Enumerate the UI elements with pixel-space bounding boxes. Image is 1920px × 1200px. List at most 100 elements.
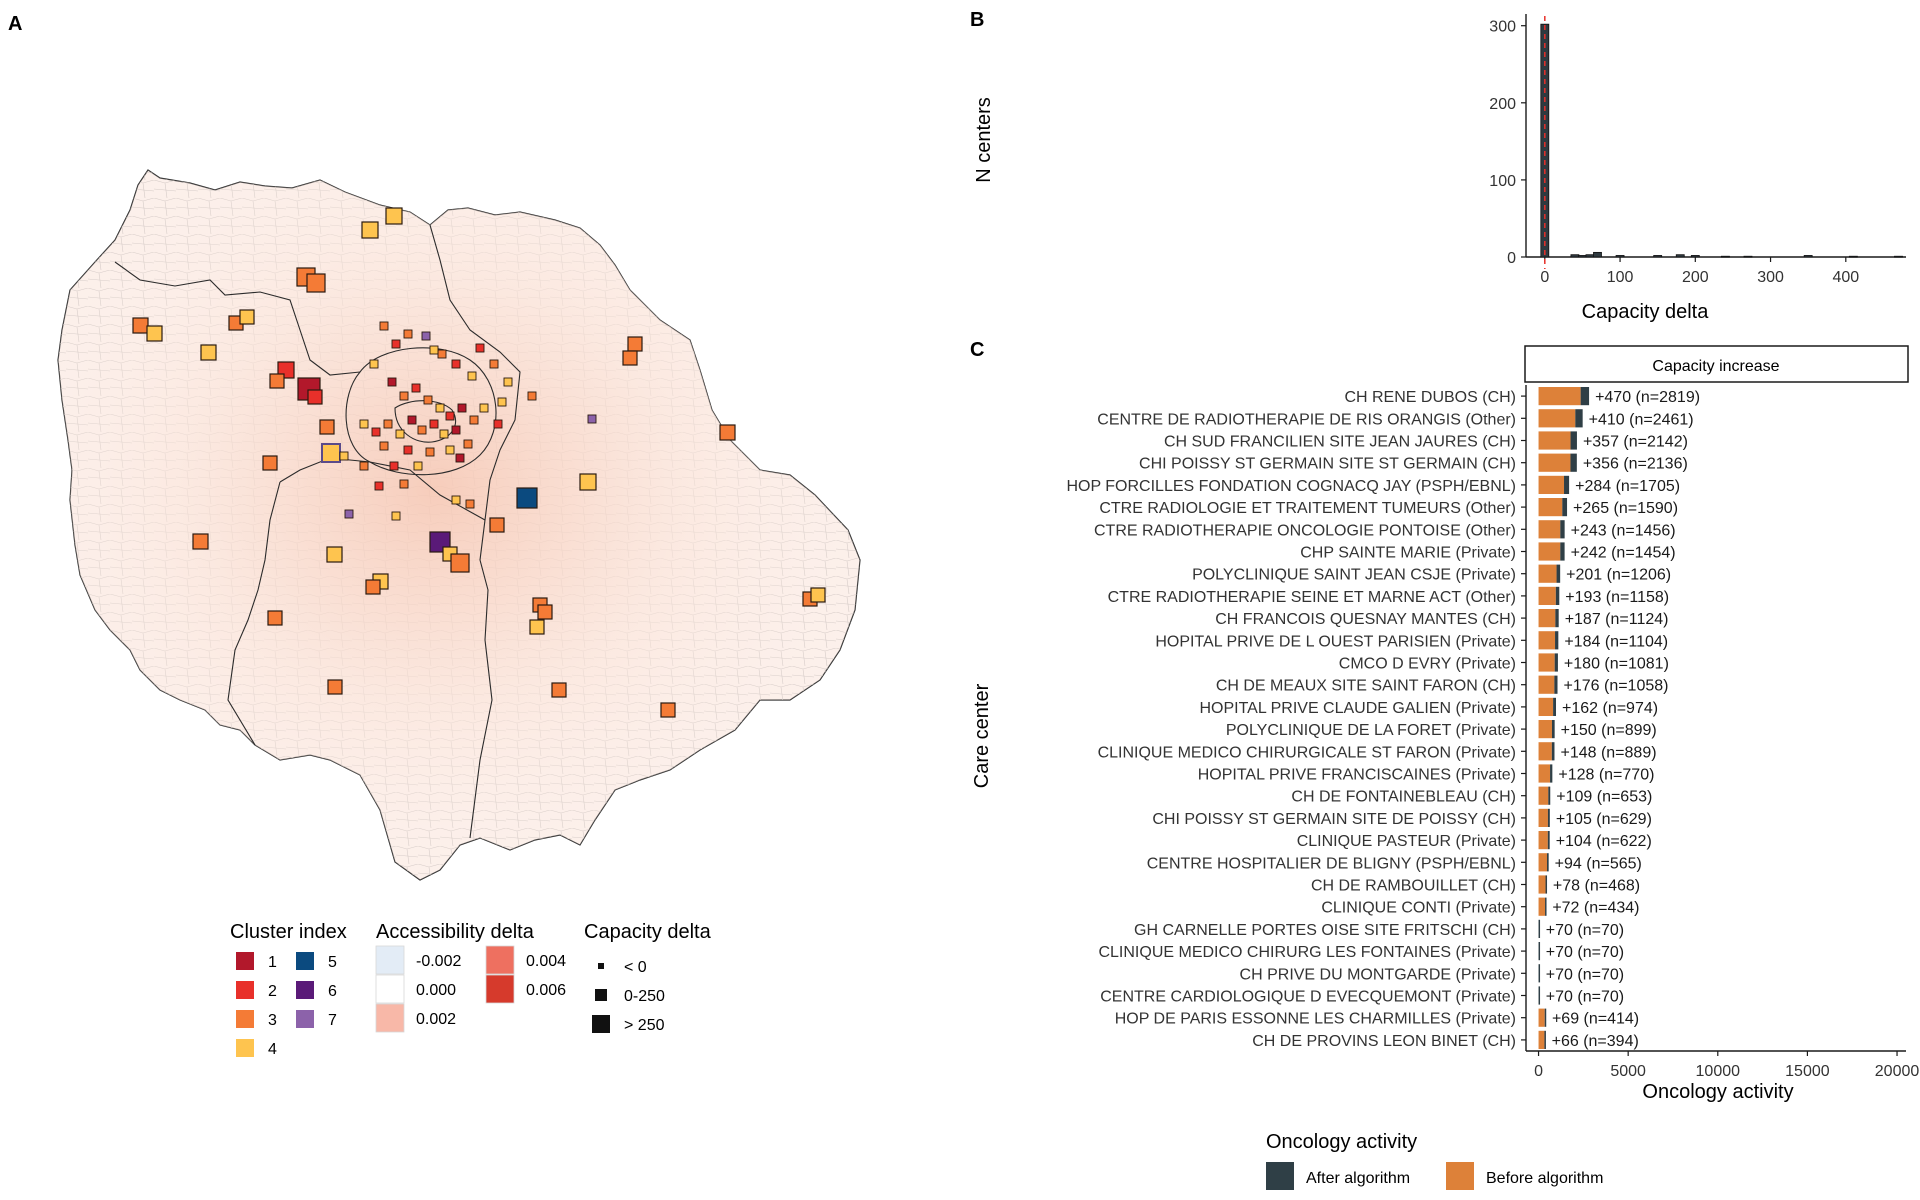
bar-data-label: +104 (n=622) [1556,833,1652,850]
bar-segment-after [1546,853,1549,872]
center-marker [391,339,401,349]
bar-segment-after [1547,808,1550,828]
ile-de-france-map [57,169,861,881]
histogram-x-tick-label: 200 [1682,269,1709,286]
bar-data-label: +66 (n=394) [1552,1033,1639,1050]
bar-category-label: CH FRANCOIS QUESNAY MANTES (CH) [1215,611,1516,628]
histogram-bar [1593,251,1602,258]
bar-legend-label: Before algorithm [1486,1170,1603,1187]
center-marker [455,453,465,463]
histogram-y-axis-label: N centers [973,97,995,183]
bar-x-tick-label: 0 [1534,1063,1543,1080]
center-marker [529,619,545,635]
legend-accessibility-swatch [485,945,515,975]
bar-data-label: +201 (n=1206) [1566,567,1671,584]
histogram-bar [1690,255,1700,258]
bar-segment-after [1554,675,1558,694]
histogram-bar [1578,255,1587,258]
facet-strip [1524,345,1909,383]
bar-category-label: CH PRIVE DU MONTGARDE (Private) [1240,966,1516,983]
bar-category-label: CLINIQUE PASTEUR (Private) [1297,833,1516,850]
center-marker [399,479,409,489]
center-marker [321,443,341,463]
histogram: 0 100 200 300 0 100 200 300 400 [1489,14,1906,286]
center-marker [403,445,413,455]
center-marker [527,391,537,401]
center-marker [146,325,163,342]
bar-data-label: +72 (n=434) [1552,900,1639,917]
center-marker [132,317,149,334]
center-marker [537,604,553,620]
legend-accessibility-swatch [485,974,515,1004]
bar-segment-before [1538,1030,1545,1050]
bar-segment-after [1575,409,1583,428]
bar-data-label: +176 (n=1058) [1564,678,1669,695]
legend-capacity-title: Capacity delta [584,921,712,943]
legend-cluster-label: 3 [268,1012,277,1029]
legend-capacity-items: < 0 0-250 > 250 [592,959,665,1034]
center-marker [327,679,343,695]
bar-data-label: +69 (n=414) [1552,1011,1639,1028]
center-marker [489,359,499,369]
bar-segment-after [1544,1008,1547,1027]
center-marker [374,481,384,491]
panel-b-letter: B [970,9,984,31]
care-center-markers [132,207,826,718]
legend-cluster-label: 7 [328,1012,337,1029]
legend-capacity-label: > 250 [624,1017,665,1034]
bar-segment-before [1538,875,1546,894]
bar-data-label: +243 (n=1456) [1571,522,1676,539]
center-marker [379,441,389,451]
center-marker [344,509,354,519]
bar-segment-after [1545,875,1548,894]
bar-category-label: CMCO D EVRY (Private) [1339,656,1516,673]
center-marker [239,309,255,325]
center-marker [810,587,826,603]
bar-data-label: +70 (n=70) [1546,966,1624,983]
histogram-bar [1675,254,1685,258]
bar-data-label: +94 (n=565) [1555,855,1642,872]
legend-accessibility-label: -0.002 [416,953,461,970]
center-marker [451,425,461,435]
center-marker [425,447,435,457]
bar-legend-swatch [1446,1162,1474,1190]
bar-segment-before [1538,786,1549,805]
center-marker [391,511,401,521]
bar-data-label: +162 (n=974) [1562,700,1658,717]
center-marker [469,415,479,425]
bar-segment-after [1545,897,1547,916]
legend-cluster-label: 6 [328,983,337,1000]
bar-segment-after [1544,1030,1546,1050]
legend-accessibility-swatch [375,945,405,975]
histogram-x-tick-label: 400 [1832,269,1859,286]
bar-segment-after [1580,386,1590,406]
histogram-bar [1894,255,1903,258]
bar-x-axis-label: Oncology activity [1642,1081,1793,1103]
bar-data-label: +128 (n=770) [1558,767,1654,784]
boundary-val-doise [114,261,361,376]
histogram-y-tick-label: 300 [1489,19,1516,36]
histogram-bar [1721,255,1730,258]
center-marker [475,343,485,353]
bar-category-label: HOP DE PARIS ESSONNE LES CHARMILLES (Pri… [1115,1011,1516,1028]
bar-category-label: CH SUD FRANCILIEN SITE JEAN JAURES (CH) [1164,434,1516,451]
center-marker [719,424,736,441]
center-marker [437,349,447,359]
bar-data-label: +180 (n=1081) [1564,656,1669,673]
bar-segment-before [1538,564,1557,583]
center-marker [383,419,393,429]
bar-segment-after [1570,453,1577,472]
histogram-x-axis-label: Capacity delta [1582,301,1710,323]
legend-accessibility-items: -0.002 0.000 0.002 0.004 0.006 [375,945,566,1033]
center-marker [423,395,433,405]
bar-category-label: CTRE RADIOTHERAPIE ONCOLOGIE PONTOISE (O… [1094,522,1516,539]
legend-cluster-title: Cluster index [230,921,347,943]
bar-segment-before [1538,719,1552,739]
legend-accessibility-label: 0.006 [526,982,566,999]
center-marker [339,451,349,461]
bar-segment-after [1538,919,1541,939]
bar-category-label: CHI POISSY ST GERMAIN SITE DE POISSY (CH… [1152,811,1516,828]
histogram-bar [1585,254,1595,258]
bar-segment-before [1538,386,1581,406]
bar-data-label: +78 (n=468) [1553,878,1640,895]
